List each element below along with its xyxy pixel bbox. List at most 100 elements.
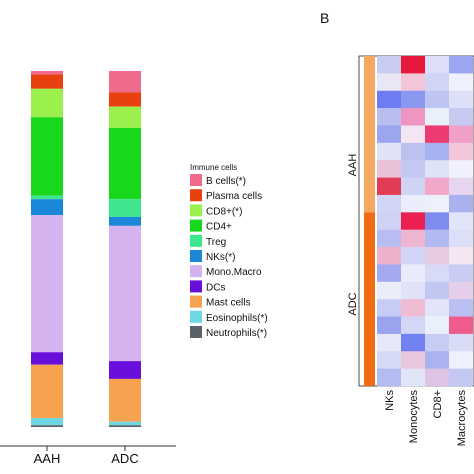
heatmap-cell-r10-nks bbox=[377, 212, 401, 230]
heatmap-cell-r14-cd8 bbox=[425, 281, 449, 300]
heatmap-cell-r12-nks bbox=[377, 247, 401, 265]
heatmap-cell-r19-monocytes bbox=[401, 368, 425, 387]
heatmap-cell-r12-macrocytes bbox=[449, 247, 473, 265]
legend-swatch-mast-cells bbox=[190, 295, 202, 308]
x-tick-label-aah: AAH bbox=[34, 451, 61, 466]
heatmap-cell-r1-nks bbox=[377, 56, 401, 74]
heatmap-col-label-macrocytes: Macrocytes bbox=[456, 390, 468, 447]
heatmap-cell-r5-cd8 bbox=[425, 125, 449, 144]
legend-label-plasma-cells: Plasma cells bbox=[206, 191, 262, 202]
heatmap-cell-r1-cd8 bbox=[425, 56, 449, 74]
heatmap-cell-r17-nks bbox=[377, 333, 401, 352]
heatmap-cell-r15-cd8 bbox=[425, 299, 449, 317]
heatmap-cell-r8-cd8 bbox=[425, 177, 449, 196]
bar-stacks bbox=[31, 71, 141, 427]
bar-segment-adc-dcs bbox=[109, 361, 141, 379]
bar-segment-aah-mast-cells bbox=[31, 364, 63, 419]
bar-segment-adc-nks bbox=[109, 216, 141, 226]
legend-items: B cells(*) Plasma cells CD8+(*) CD4+ Treg NKs… bbox=[190, 174, 268, 339]
legend-label-neutrophils: Neutrophils(*) bbox=[206, 328, 267, 339]
legend-swatch-plasma-cells bbox=[190, 189, 202, 202]
heatmap-cell-r9-macrocytes bbox=[449, 194, 473, 213]
legend-swatch-neutrophils bbox=[190, 326, 202, 338]
heatmap-cell-r13-cd8 bbox=[425, 264, 449, 283]
heatmap-cell-r5-macrocytes bbox=[449, 125, 473, 144]
legend-label-dcs: DCs bbox=[206, 282, 225, 293]
heatmap-cell-r11-nks bbox=[377, 229, 401, 248]
legend-swatch-eosinophils bbox=[190, 310, 202, 323]
heatmap-cell-r2-cd8 bbox=[425, 73, 449, 92]
heatmap-cell-r9-cd8 bbox=[425, 194, 449, 213]
heatmap-cell-r4-cd8 bbox=[425, 108, 449, 126]
bar-segment-aah-b-cells bbox=[31, 71, 63, 75]
heatmap-cell-r2-nks bbox=[377, 73, 401, 92]
bar-segment-aah-mono-macro bbox=[31, 215, 63, 353]
bar-segment-aah-nks bbox=[31, 199, 63, 216]
legend-swatch-b-cells bbox=[190, 174, 202, 186]
heatmap-cell-r18-cd8 bbox=[425, 351, 449, 369]
heatmap-cell-r16-cd8 bbox=[425, 316, 449, 335]
heatmap-cell-r4-nks bbox=[377, 108, 401, 126]
legend-swatch-cd4 bbox=[190, 219, 202, 232]
heatmap-cell-r11-macrocytes bbox=[449, 229, 473, 248]
heatmap-cell-r18-macrocytes bbox=[449, 351, 473, 369]
bar-segment-adc-cd4 bbox=[109, 127, 141, 200]
bar-segment-adc-cd8 bbox=[109, 106, 141, 128]
heatmap-cell-r8-macrocytes bbox=[449, 177, 473, 196]
heatmap-cell-r10-cd8 bbox=[425, 212, 449, 230]
heatmap-cell-r17-macrocytes bbox=[449, 333, 473, 352]
heatmap-cell-r10-macrocytes bbox=[449, 212, 473, 230]
heatmap-cell-r3-macrocytes bbox=[449, 90, 473, 109]
bar-segment-aah-neutrophils bbox=[31, 425, 63, 427]
heatmap-col-label-monocytes: Monocytes bbox=[408, 390, 420, 444]
legend-swatch-nks bbox=[190, 250, 202, 262]
bar-segment-aah-cd8 bbox=[31, 88, 63, 118]
heatmap-col-label-cd8: CD8+ bbox=[432, 390, 444, 418]
bar-segment-adc-treg bbox=[109, 199, 141, 217]
heatmap-panel: B AAH ADC NKs Monocytes CD8+ Macrocytes bbox=[320, 10, 474, 446]
heatmap-cell-r6-monocytes bbox=[401, 142, 425, 161]
heatmap-cell-r2-macrocytes bbox=[449, 73, 473, 92]
bar-segment-adc-plasma-cells bbox=[109, 92, 141, 107]
heatmap-cell-r2-monocytes bbox=[401, 73, 425, 92]
bar-segment-adc-eosinophils bbox=[109, 421, 141, 426]
legend-swatch-dcs bbox=[190, 280, 202, 293]
heatmap-cell-r13-nks bbox=[377, 264, 401, 283]
heatmap-cell-r6-macrocytes bbox=[449, 142, 473, 161]
heatmap-cell-r17-monocytes bbox=[401, 333, 425, 352]
bar-segment-aah-treg bbox=[31, 195, 63, 200]
bar-segment-adc-neutrophils bbox=[109, 425, 141, 427]
heatmap-cell-r7-monocytes bbox=[401, 160, 425, 178]
heatmap-cell-r14-nks bbox=[377, 281, 401, 300]
panel-label-b: B bbox=[320, 10, 329, 26]
heatmap-cell-r7-nks bbox=[377, 160, 401, 178]
heatmap-cell-r5-nks bbox=[377, 125, 401, 144]
heatmap-cell-r15-monocytes bbox=[401, 299, 425, 317]
heatmap-col-label-nks: NKs bbox=[384, 390, 396, 411]
heatmap-cell-r15-nks bbox=[377, 299, 401, 317]
heatmap-cell-r16-monocytes bbox=[401, 316, 425, 335]
heatmap-cell-r7-cd8 bbox=[425, 160, 449, 178]
bar-segment-adc-b-cells bbox=[109, 71, 141, 93]
heatmap-cell-r3-cd8 bbox=[425, 90, 449, 109]
x-tick-label-adc: ADC bbox=[111, 451, 138, 466]
heatmap-cell-r7-macrocytes bbox=[449, 160, 473, 178]
heatmap-cell-r13-monocytes bbox=[401, 264, 425, 283]
legend-label-cd4: CD4+ bbox=[206, 222, 232, 233]
row-group-label-aah: AAH bbox=[347, 154, 359, 177]
heatmap-cell-r14-monocytes bbox=[401, 281, 425, 300]
bar-segment-aah-eosinophils bbox=[31, 418, 63, 426]
heatmap-cell-r6-cd8 bbox=[425, 142, 449, 161]
heatmap-cell-r9-monocytes bbox=[401, 194, 425, 213]
legend-swatch-treg bbox=[190, 234, 202, 247]
legend-swatch-mono-macro bbox=[190, 265, 202, 278]
heatmap-cell-r1-monocytes bbox=[401, 56, 425, 74]
heatmap-cell-r8-nks bbox=[377, 177, 401, 196]
row-group-label-adc: ADC bbox=[347, 292, 359, 315]
legend-swatch-cd8 bbox=[190, 204, 202, 217]
bar-segment-aah-dcs bbox=[31, 352, 63, 365]
heatmap-cell-r14-macrocytes bbox=[449, 281, 473, 300]
bar-segment-aah-cd4 bbox=[31, 117, 63, 196]
legend-label-b-cells: B cells(*) bbox=[206, 176, 246, 187]
